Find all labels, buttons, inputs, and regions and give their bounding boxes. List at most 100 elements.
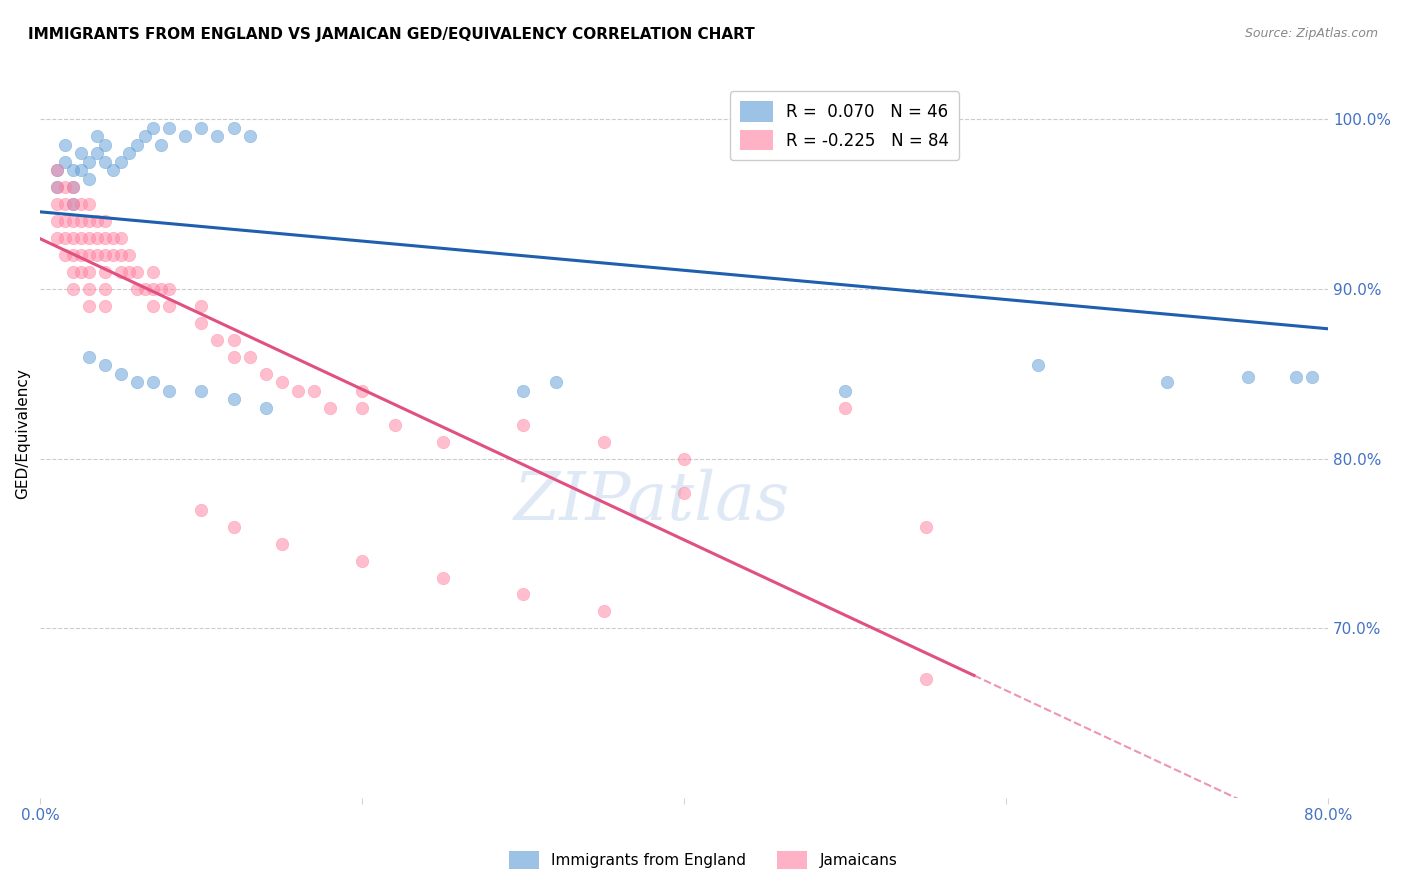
Point: [125, 137, 148, 152]
Point: [101, 231, 124, 245]
Point: [157, 282, 180, 296]
Point: [69, 214, 91, 228]
Point: [53, 197, 76, 211]
Point: [142, 265, 165, 279]
Point: [118, 265, 141, 279]
Point: [142, 376, 165, 390]
Point: [53, 248, 76, 262]
Point: [222, 519, 245, 533]
Point: [53, 214, 76, 228]
Point: [62, 282, 84, 296]
Point: [86, 214, 108, 228]
Point: [239, 129, 262, 144]
Point: [834, 401, 856, 415]
Point: [53, 231, 76, 245]
Point: [352, 553, 374, 567]
Point: [94, 248, 117, 262]
Point: [834, 384, 856, 398]
Point: [207, 333, 229, 347]
Point: [86, 231, 108, 245]
Point: [190, 299, 212, 313]
Point: [544, 376, 567, 390]
Point: [239, 350, 262, 364]
Point: [53, 137, 76, 152]
Point: [77, 214, 100, 228]
Point: [94, 265, 117, 279]
Legend: Immigrants from England, Jamaicans: Immigrants from England, Jamaicans: [502, 845, 904, 875]
Point: [101, 163, 124, 178]
Point: [118, 146, 141, 161]
Point: [118, 248, 141, 262]
Point: [222, 120, 245, 135]
Point: [512, 417, 534, 432]
Point: [673, 451, 696, 466]
Point: [53, 180, 76, 194]
Point: [384, 417, 406, 432]
Point: [254, 367, 277, 381]
Point: [287, 384, 309, 398]
Point: [174, 129, 197, 144]
Point: [94, 154, 117, 169]
Point: [86, 129, 108, 144]
Point: [432, 570, 454, 584]
Point: [69, 265, 91, 279]
Point: [94, 137, 117, 152]
Point: [62, 197, 84, 211]
Point: [110, 248, 132, 262]
Point: [222, 392, 245, 407]
Point: [142, 282, 165, 296]
Point: [45, 180, 67, 194]
Point: [94, 282, 117, 296]
Point: [270, 376, 292, 390]
Point: [1028, 359, 1050, 373]
Point: [62, 231, 84, 245]
Point: [110, 265, 132, 279]
Point: [512, 587, 534, 601]
Point: [62, 180, 84, 194]
Point: [914, 519, 936, 533]
Point: [69, 146, 91, 161]
Point: [222, 333, 245, 347]
Point: [512, 384, 534, 398]
Point: [592, 604, 614, 618]
Y-axis label: GED/Equivalency: GED/Equivalency: [15, 368, 30, 499]
Point: [352, 401, 374, 415]
Point: [157, 120, 180, 135]
Point: [69, 197, 91, 211]
Point: [77, 282, 100, 296]
Point: [1285, 370, 1308, 384]
Point: [110, 231, 132, 245]
Point: [77, 350, 100, 364]
Point: [432, 434, 454, 449]
Point: [77, 299, 100, 313]
Point: [190, 502, 212, 516]
Point: [134, 282, 156, 296]
Point: [62, 214, 84, 228]
Legend: R =  0.070   N = 46, R = -0.225   N = 84: R = 0.070 N = 46, R = -0.225 N = 84: [730, 92, 959, 161]
Point: [125, 376, 148, 390]
Point: [157, 299, 180, 313]
Point: [1156, 376, 1178, 390]
Point: [157, 384, 180, 398]
Point: [86, 248, 108, 262]
Point: [101, 248, 124, 262]
Point: [142, 120, 165, 135]
Point: [110, 154, 132, 169]
Text: IMMIGRANTS FROM ENGLAND VS JAMAICAN GED/EQUIVALENCY CORRELATION CHART: IMMIGRANTS FROM ENGLAND VS JAMAICAN GED/…: [28, 27, 755, 42]
Point: [592, 434, 614, 449]
Point: [77, 197, 100, 211]
Point: [62, 163, 84, 178]
Point: [69, 231, 91, 245]
Point: [77, 171, 100, 186]
Point: [62, 265, 84, 279]
Point: [77, 231, 100, 245]
Point: [125, 282, 148, 296]
Point: [222, 350, 245, 364]
Point: [53, 154, 76, 169]
Point: [86, 146, 108, 161]
Point: [45, 163, 67, 178]
Point: [134, 129, 156, 144]
Point: [254, 401, 277, 415]
Text: Source: ZipAtlas.com: Source: ZipAtlas.com: [1244, 27, 1378, 40]
Point: [45, 197, 67, 211]
